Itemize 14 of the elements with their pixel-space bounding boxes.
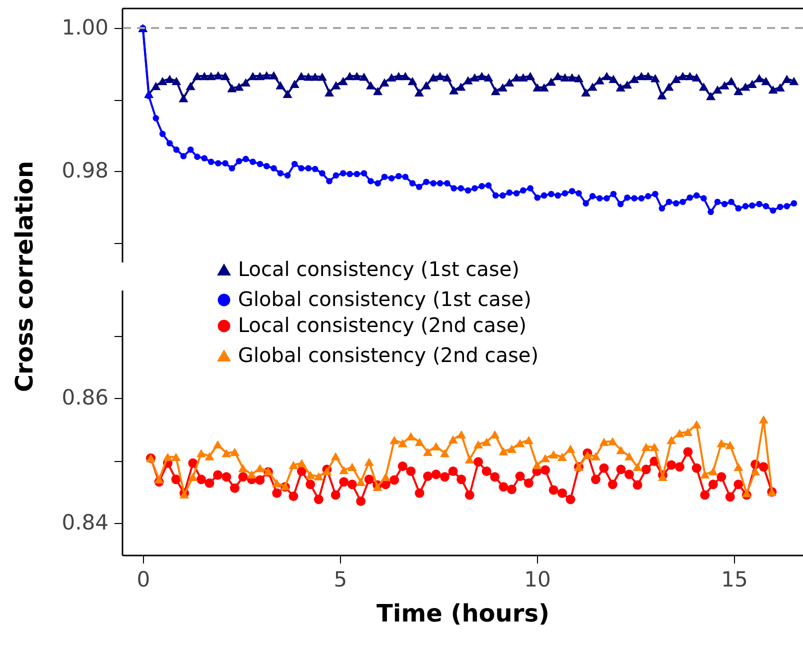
y-tick-label: 0.84	[62, 510, 108, 535]
legend-label: Local consistency (2nd case)	[238, 313, 527, 337]
y-tick-label: 0.98	[62, 158, 108, 183]
y-tick-label: 0.86	[62, 386, 108, 410]
x-tick-label: 0	[136, 568, 150, 592]
legend-label: Local consistency (1st case)	[238, 257, 520, 281]
legend-label: Global consistency (2nd case)	[238, 343, 539, 367]
x-tick-label: 5	[334, 568, 348, 592]
x-axis-title: Time (hours)	[376, 600, 550, 628]
x-tick-label: 10	[524, 568, 551, 592]
y-tick-label: 1.00	[62, 16, 108, 40]
y-axis-title: Cross correlation	[10, 160, 38, 392]
legend-label: Global consistency (1st case)	[238, 287, 532, 311]
x-tick-label: 15	[721, 568, 748, 592]
